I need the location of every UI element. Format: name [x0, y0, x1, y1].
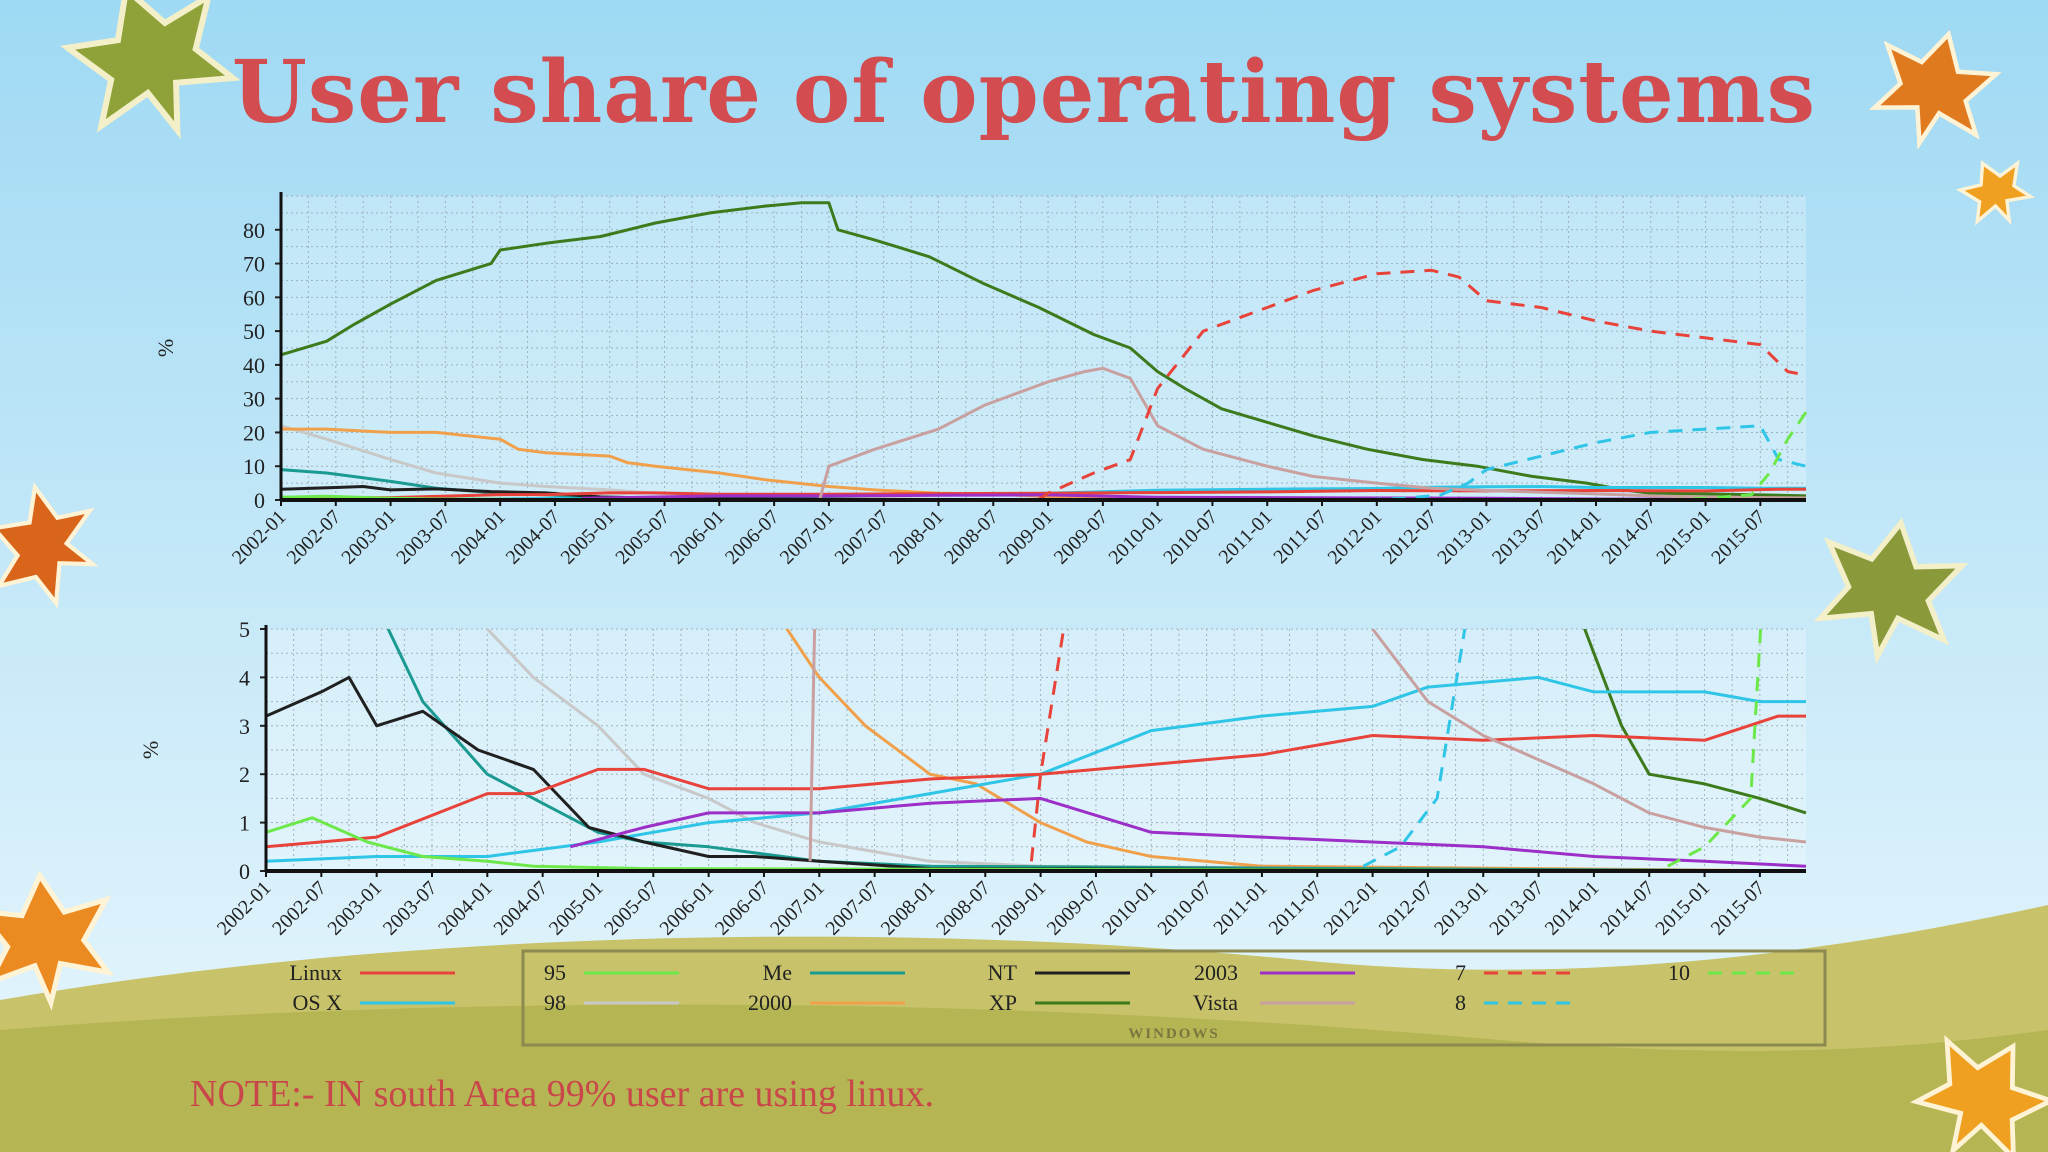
top-y-tick-label: 10	[243, 454, 265, 479]
bottom-series-line: 98	[485, 629, 1807, 872]
top-series-line: 2000	[281, 427, 1807, 501]
maple-leaf-icon	[0, 481, 99, 609]
bottom-y-tick-label: 4	[239, 665, 250, 690]
legend-entry-label: XP	[989, 990, 1017, 1015]
top-series-line: 7	[1038, 268, 1807, 501]
bottom-y-tick-label: 3	[239, 714, 250, 739]
bottom-y-tick-label: 5	[239, 617, 250, 642]
legend-entry-label: Vista	[1193, 990, 1238, 1015]
maple-leaf-icon	[1868, 29, 2002, 150]
top-series-line: Linux	[281, 487, 1806, 500]
top-y-tick-label: 80	[243, 218, 265, 243]
legend-entry-label: Me	[763, 960, 792, 985]
top-y-tick-label: 20	[243, 420, 265, 445]
top-series-line: Vista	[818, 366, 1807, 500]
legend-entry-label: OS X	[292, 990, 342, 1015]
legend-entry-label: 8	[1455, 990, 1466, 1015]
legend-entry-label: 95	[544, 960, 566, 985]
slide-title: User share of operating systems	[231, 42, 1817, 143]
bottom-y-axis-label: %	[138, 741, 163, 759]
top-y-tick-label: 30	[243, 387, 265, 412]
legend-entry-label: 7	[1455, 960, 1466, 985]
bottom-y-tick-label: 1	[239, 811, 250, 836]
maple-leaf-icon	[1909, 1035, 2048, 1152]
bottom-series-line: Linux	[266, 714, 1806, 849]
legend-entry-label: 10	[1668, 960, 1690, 985]
legend-entry-label: Linux	[289, 960, 342, 985]
bottom-series-line: 2003	[569, 796, 1807, 868]
bottom-y-tick-label: 2	[239, 762, 250, 787]
top-series-line: XP	[281, 201, 1807, 498]
maple-leaf-icon	[59, 0, 241, 140]
bottom-series-line: NT	[266, 675, 1807, 872]
legend-windows-box	[521, 949, 1827, 1047]
legend-entry-label: 2000	[748, 990, 792, 1015]
bottom-series-group: XP982000OS XMeNTLinux2003Vista957810	[266, 629, 1807, 872]
bottom-series-line: 2000	[785, 629, 1807, 872]
maple-leaf-icon	[1955, 159, 2036, 226]
bottom-series-line: 10	[1667, 629, 1763, 868]
bottom-y-tick-label: 0	[239, 859, 250, 884]
top-y-tick-label: 70	[243, 252, 265, 277]
front-hill	[0, 1004, 2048, 1152]
slide-note: NOTE:- IN south Area 99% user are using …	[190, 1073, 935, 1115]
bottom-series-line: OS X	[266, 675, 1806, 863]
maple-leaf-icon	[0, 870, 114, 1011]
legend-entry-label: 2003	[1194, 960, 1238, 985]
bottom-series-line: Vista	[808, 629, 1807, 862]
top-y-tick-label: 50	[243, 319, 265, 344]
top-series-line: 8	[1367, 424, 1807, 501]
top-y-axis-label: %	[153, 339, 178, 357]
top-y-tick-label: 40	[243, 353, 265, 378]
maple-leaf-icon	[1813, 517, 1969, 665]
top-y-tick-label: 60	[243, 285, 265, 310]
bottom-series-line: 95	[266, 816, 1807, 872]
legend-entry-label: 98	[544, 990, 566, 1015]
legend-caption: WINDOWS	[1128, 1026, 1220, 1042]
top-y-tick-label: 0	[254, 488, 265, 513]
chart-legend: WINDOWS Linux OS X 95 98 Me 2000 NT XP 2003 Vista 7…	[289, 949, 1827, 1047]
legend-entry-label: NT	[988, 960, 1018, 985]
